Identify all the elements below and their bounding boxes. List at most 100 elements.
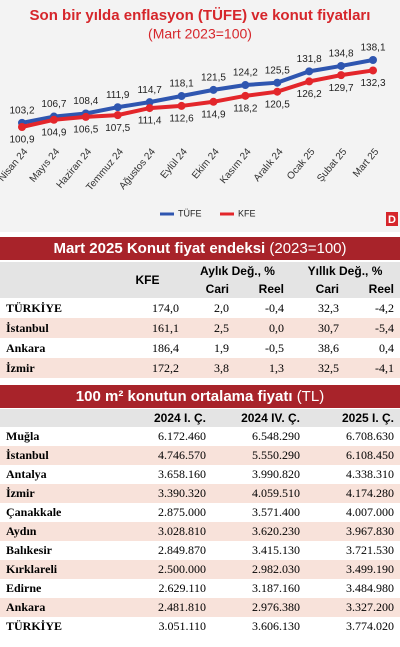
table-cell: 2.849.870 xyxy=(158,543,206,557)
legend-label: KFE xyxy=(238,208,256,218)
data-label: 118,2 xyxy=(233,103,258,114)
table-cell: 2.481.810 xyxy=(118,598,212,617)
table-cell: 3,8 xyxy=(185,358,235,378)
table-cell: 3.327.200 xyxy=(306,598,400,617)
table-cell: 3.967.830 xyxy=(306,522,400,541)
table-cell: TÜRKİYE xyxy=(6,300,63,315)
table2-subtitle: (TL) xyxy=(296,388,325,405)
table-cell: Edirne xyxy=(6,581,42,595)
table-cell: TÜRKİYE xyxy=(6,619,63,633)
table-cell: Balıkesir xyxy=(6,543,53,557)
table-cell: 1,3 xyxy=(235,358,291,378)
table-cell: 3.774.020 xyxy=(346,619,394,633)
table-cell: 6.548.290 xyxy=(252,429,300,443)
data-label: 121,5 xyxy=(201,73,226,84)
table-row: Çanakkale 2.875.000 3.571.400 4.007.000 xyxy=(0,503,400,522)
table-cell: Kırklareli xyxy=(0,560,118,579)
table-cell: 3.499.190 xyxy=(306,560,400,579)
point xyxy=(369,56,377,64)
table1-title-bar: Mart 2025 Konut fiyat endeksi (2023=100) xyxy=(0,237,400,260)
table-cell: 38,6 xyxy=(318,340,340,355)
header-cell: Aylık Değ., % xyxy=(185,262,291,280)
point xyxy=(337,71,346,80)
table-cell: 174,0 xyxy=(152,300,179,315)
series-line xyxy=(21,68,374,129)
data-label: 120,5 xyxy=(265,99,290,110)
point xyxy=(18,123,26,131)
table-row: Ankara 2.481.810 2.976.380 3.327.200 xyxy=(0,598,400,617)
table-cell: 172,2 xyxy=(110,358,185,378)
table-row: Ankara 186,4 1,9 -0,5 38,6 0,4 xyxy=(0,338,400,358)
table-cell: 3.484.980 xyxy=(346,581,394,595)
table-cell: 1,9 xyxy=(214,340,229,355)
data-label: 112,6 xyxy=(169,114,194,125)
table-cell: 6.708.630 xyxy=(346,429,394,443)
header-row: KFE Aylık Değ., % Yıllık Değ., % xyxy=(0,262,400,298)
table-cell: 3.390.320 xyxy=(118,484,212,503)
data-label: 106,5 xyxy=(73,125,98,136)
table-row: Kırklareli 2.500.000 2.982.030 3.499.190 xyxy=(0,560,400,579)
table-cell: 3.658.160 xyxy=(158,467,206,481)
table-cell: 5.550.290 xyxy=(212,446,306,465)
point xyxy=(337,61,346,70)
point xyxy=(113,103,122,112)
table-cell: Çanakkale xyxy=(6,505,62,519)
data-label: 129,7 xyxy=(329,83,354,94)
data-label: 124,2 xyxy=(233,68,258,79)
table-cell: İzmir xyxy=(0,358,110,378)
point xyxy=(209,97,218,106)
table-cell: 0,0 xyxy=(235,318,291,338)
data-label: 111,9 xyxy=(106,90,130,101)
data-label: 106,7 xyxy=(41,99,66,110)
table1: KFE Aylık Değ., % Yıllık Değ., % Cari Reel Ca… xyxy=(0,262,400,378)
header-cell: 2024 I. Ç. xyxy=(118,409,212,427)
point xyxy=(81,112,90,121)
table-row: İstanbul 4.746.570 5.550.290 6.108.450 xyxy=(0,446,400,465)
table-cell: -4,1 xyxy=(345,358,400,378)
table-cell: 2.875.000 xyxy=(158,505,206,519)
table-cell: İstanbul xyxy=(0,318,110,338)
chart-title: Son bir yılda enflasyon (TÜFE) ve konut … xyxy=(30,7,371,24)
point xyxy=(273,78,282,87)
table-cell: 3.620.230 xyxy=(212,522,306,541)
point xyxy=(209,85,218,94)
table-cell: 2,0 xyxy=(214,300,229,315)
table-cell: Aydın xyxy=(0,522,118,541)
table-row: Muğla 6.172.460 6.548.290 6.708.630 xyxy=(0,427,400,446)
table-cell: 32,3 xyxy=(318,300,340,315)
table-cell: 2.976.380 xyxy=(212,598,306,617)
table-row: İzmir 3.390.320 4.059.510 4.174.280 xyxy=(0,484,400,503)
header-cell: Yıllık Değ., % xyxy=(290,262,400,280)
data-label: 114,7 xyxy=(137,85,162,96)
table-cell: 186,4 xyxy=(152,340,179,355)
point xyxy=(305,77,314,86)
table-row: Edirne 2.629.110 3.187.160 3.484.980 xyxy=(0,579,400,598)
data-label: 125,5 xyxy=(265,65,290,76)
table-row: TÜRKİYE 174,0 2,0 -0,4 32,3 -4,2 xyxy=(0,298,400,318)
table-cell: 30,7 xyxy=(290,318,346,338)
table-cell: 161,1 xyxy=(110,318,185,338)
chart-subtitle: (Mart 2023=100) xyxy=(148,26,252,42)
header-cell xyxy=(0,280,110,298)
point xyxy=(177,92,186,101)
table1-title: Mart 2025 Konut fiyat endeksi xyxy=(53,240,266,257)
table-cell: Antalya xyxy=(6,467,47,481)
point xyxy=(49,115,58,124)
table-cell: 4.338.310 xyxy=(346,467,394,481)
table-row: İstanbul 161,1 2,5 0,0 30,7 -5,4 xyxy=(0,318,400,338)
subheader-row: Cari Reel Cari Reel xyxy=(0,280,400,298)
table-cell: 3.606.130 xyxy=(252,619,300,633)
header-cell: 2025 I. Ç. xyxy=(306,409,400,427)
table-cell: 3.415.130 xyxy=(252,543,300,557)
table-cell: 4.007.000 xyxy=(346,505,394,519)
point xyxy=(113,111,122,120)
table1-subtitle: (2023=100) xyxy=(269,240,347,257)
header-cell xyxy=(0,262,110,280)
table-cell: 0,4 xyxy=(379,340,395,355)
chart: Son bir yılda enflasyon (TÜFE) ve konut … xyxy=(0,0,400,232)
logo-box xyxy=(386,212,398,226)
data-label: 138,1 xyxy=(360,43,385,54)
table-cell: 3.990.820 xyxy=(252,467,300,481)
table-cell: 2.982.030 xyxy=(212,560,306,579)
